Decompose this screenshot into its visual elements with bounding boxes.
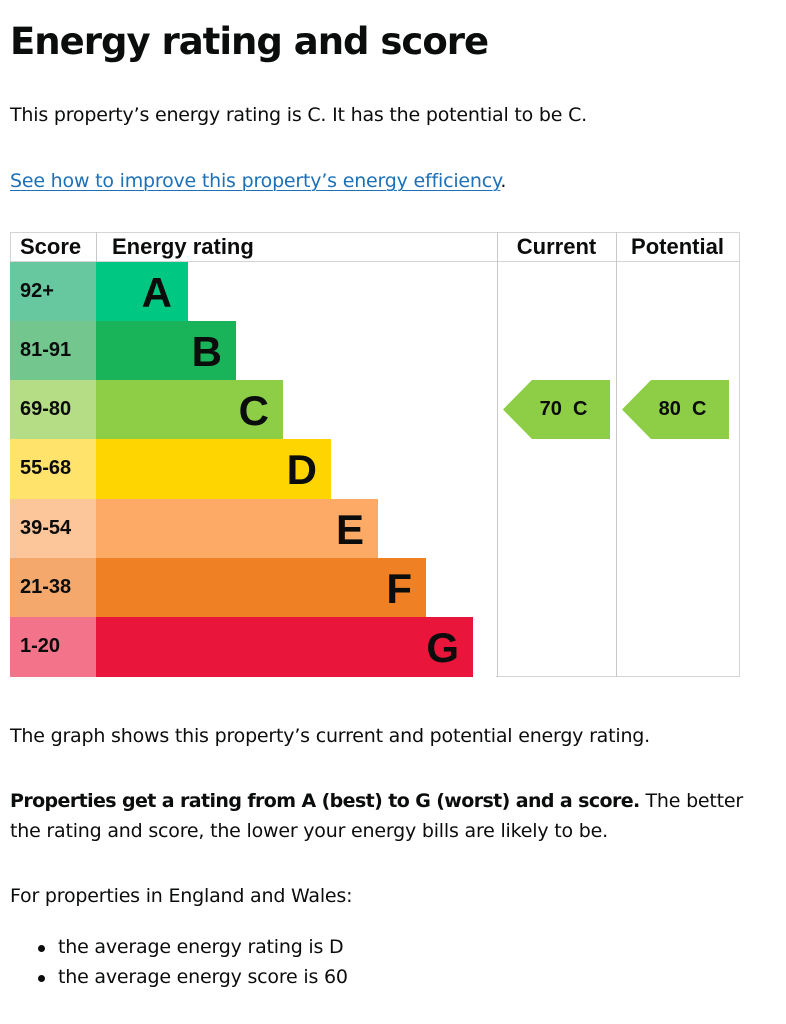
bar-a: A	[96, 262, 188, 322]
averages-list: the average energy rating is D the avera…	[10, 932, 348, 992]
score-cell-b: 81-91	[10, 321, 96, 381]
letter-f: F	[386, 565, 412, 612]
letter-g: G	[426, 624, 459, 671]
ratings-explanation-line1: Properties get a rating from A (best) to…	[10, 786, 743, 816]
bullet-icon	[38, 975, 45, 982]
score-cell-a: 92+	[10, 262, 96, 322]
average-score-text: the average energy score is 60	[58, 966, 348, 988]
current-rating-label: 70 C	[539, 398, 588, 420]
score-cell-f: 21-38	[10, 558, 96, 618]
header-energy-rating: Energy rating	[112, 234, 254, 259]
bar-b: B	[96, 321, 236, 381]
improve-efficiency-link[interactable]: See how to improve this property’s energ…	[10, 170, 501, 192]
score-cell-g: 1-20	[10, 617, 96, 677]
list-item-average-rating: the average energy rating is D	[10, 932, 348, 962]
list-item-average-score: the average energy score is 60	[10, 962, 348, 992]
ratings-bold-text: Properties get a rating from A (best) to…	[10, 790, 640, 812]
letter-e: E	[335, 506, 364, 553]
rating-summary: This property’s energy rating is C. It h…	[10, 104, 588, 126]
bullet-icon	[38, 945, 45, 952]
letter-a: A	[141, 269, 172, 316]
potential-rating-arrow: 80 C	[622, 380, 729, 439]
average-rating-text: the average energy rating is D	[58, 936, 344, 958]
current-rating-arrow: 70 C	[503, 380, 610, 439]
bar-g: G	[96, 617, 473, 677]
score-cell-c: 69-80	[10, 380, 96, 440]
ratings-explanation-line2: the rating and score, the lower your ene…	[10, 820, 608, 842]
chart-border-top	[10, 232, 740, 233]
arrow-left-shape-icon	[503, 380, 610, 439]
bar-f: F	[96, 558, 426, 618]
improve-paragraph: See how to improve this property’s energ…	[10, 166, 506, 196]
score-range-c: 69-80	[20, 398, 72, 420]
score-column-divider	[96, 232, 97, 262]
energy-rating-chart: Score Energy rating Current Potential 92…	[10, 232, 740, 677]
letter-c: C	[238, 387, 269, 434]
bar-c: C	[96, 380, 283, 440]
current-column-divider	[497, 232, 498, 677]
potential-column-divider	[616, 232, 617, 677]
arrow-left-shape-icon	[622, 380, 729, 439]
region-intro: For properties in England and Wales:	[10, 885, 353, 907]
score-cell-e: 39-54	[10, 499, 96, 559]
score-range-f: 21-38	[20, 576, 72, 598]
page-title: Energy rating and score	[10, 20, 489, 63]
header-divider	[10, 261, 740, 262]
score-cell-d: 55-68	[10, 439, 96, 499]
ratings-rest-text: The better	[639, 790, 744, 812]
score-range-e: 39-54	[20, 517, 72, 539]
chart-border-bottom	[496, 676, 740, 677]
score-range-d: 55-68	[20, 457, 72, 479]
letter-b: B	[191, 328, 222, 375]
score-range-g: 1-20	[20, 635, 61, 657]
graph-description: The graph shows this property’s current …	[10, 725, 650, 747]
header-potential: Potential	[631, 234, 724, 259]
potential-rating-label: 80 C	[658, 398, 707, 420]
score-range-a: 92+	[20, 280, 54, 302]
bar-d: D	[96, 439, 331, 499]
link-suffix: .	[500, 170, 507, 192]
bar-e: E	[96, 499, 378, 559]
score-range-b: 81-91	[20, 339, 72, 361]
chart-border-right	[739, 232, 740, 677]
header-score: Score	[20, 234, 82, 259]
header-current: Current	[516, 234, 597, 259]
chart-border-left	[10, 232, 11, 262]
letter-d: D	[286, 446, 317, 493]
